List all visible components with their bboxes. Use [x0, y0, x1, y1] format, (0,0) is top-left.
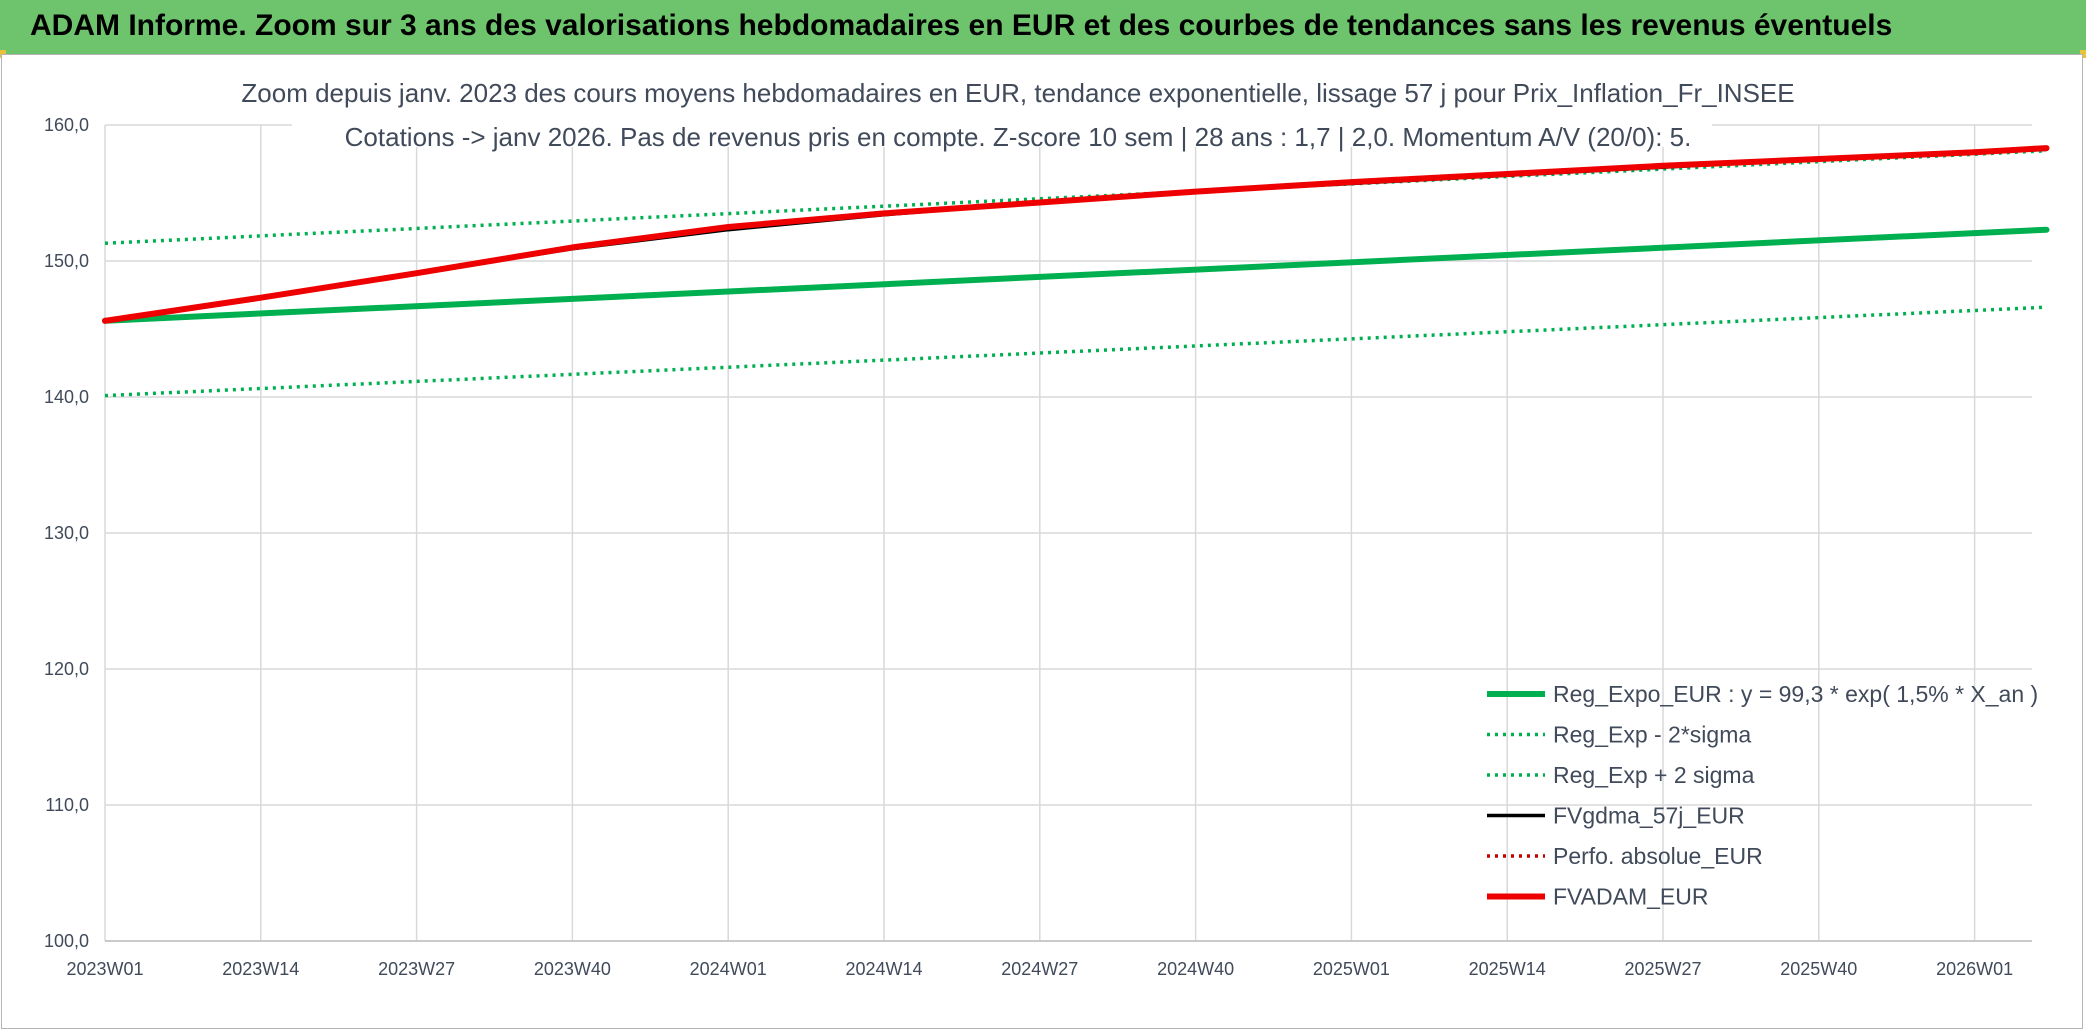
legend-label: Perfo. absolue_EUR [1553, 843, 1763, 869]
series-layer [102, 145, 2050, 398]
y-tick-label: 160,0 [44, 115, 89, 135]
axis-layer: 100,0 110,0 120,0 130,0 140,0 150,0 160,0 2023W… [44, 115, 2032, 979]
y-tick-label: 100,0 [44, 931, 89, 951]
legend-label: FVgdma_57j_EUR [1553, 803, 1745, 829]
y-tick-label: 150,0 [44, 251, 89, 271]
x-tick-label: 2024W01 [690, 959, 767, 979]
report-banner: ADAM Informe. Zoom sur 3 ans des valoris… [0, 0, 2086, 54]
x-tick-label: 2023W40 [534, 959, 611, 979]
title-background [292, 63, 1712, 147]
legend-label: Reg_Exp - 2*sigma [1553, 722, 1751, 748]
chart-canvas: Zoom depuis janv. 2023 des cours moyens … [44, 63, 2050, 979]
chart-frame: Zoom depuis janv. 2023 des cours moyens … [1, 54, 2083, 1029]
x-tick-label: 2025W01 [1313, 959, 1390, 979]
series-line-5 [102, 145, 2050, 324]
series-line-1 [104, 305, 2047, 398]
x-tick-label: 2025W27 [1624, 959, 1701, 979]
legend: Reg_Expo_EUR : y = 99,3 * exp( 1,5% * X_… [1487, 681, 2038, 910]
report-title: ADAM Informe. Zoom sur 3 ans des valoris… [30, 9, 1893, 42]
x-tick-label: 2025W40 [1780, 959, 1857, 979]
x-tick-label: 2024W14 [845, 959, 922, 979]
x-tick-label: 2023W27 [378, 959, 455, 979]
grid-layer [104, 124, 2032, 942]
corner-mark-right [2080, 50, 2086, 58]
y-tick-label: 120,0 [44, 659, 89, 679]
y-tick-label: 130,0 [44, 523, 89, 543]
legend-label: Reg_Expo_EUR : y = 99,3 * exp( 1,5% * X_… [1553, 681, 2038, 707]
y-tick-label: 140,0 [44, 387, 89, 407]
chart-title-line-1: Zoom depuis janv. 2023 des cours moyens … [241, 78, 1794, 108]
chart-title: Zoom depuis janv. 2023 des cours moyens … [241, 63, 1795, 152]
x-tick-label: 2024W27 [1001, 959, 1078, 979]
x-tick-label: 2023W14 [222, 959, 299, 979]
x-tick-label: 2025W14 [1469, 959, 1546, 979]
series-line-3 [103, 147, 2049, 323]
series-line-0 [102, 226, 2050, 324]
legend-label: Reg_Exp + 2 sigma [1553, 762, 1755, 788]
y-tick-label: 110,0 [45, 795, 89, 815]
x-tick-label: 2026W01 [1936, 959, 2013, 979]
legend-label: FVADAM_EUR [1553, 884, 1709, 910]
x-tick-label: 2024W40 [1157, 959, 1234, 979]
x-tick-label: 2023W01 [66, 959, 143, 979]
chart-title-line-2: Cotations -> janv 2026. Pas de revenus p… [345, 122, 1692, 152]
